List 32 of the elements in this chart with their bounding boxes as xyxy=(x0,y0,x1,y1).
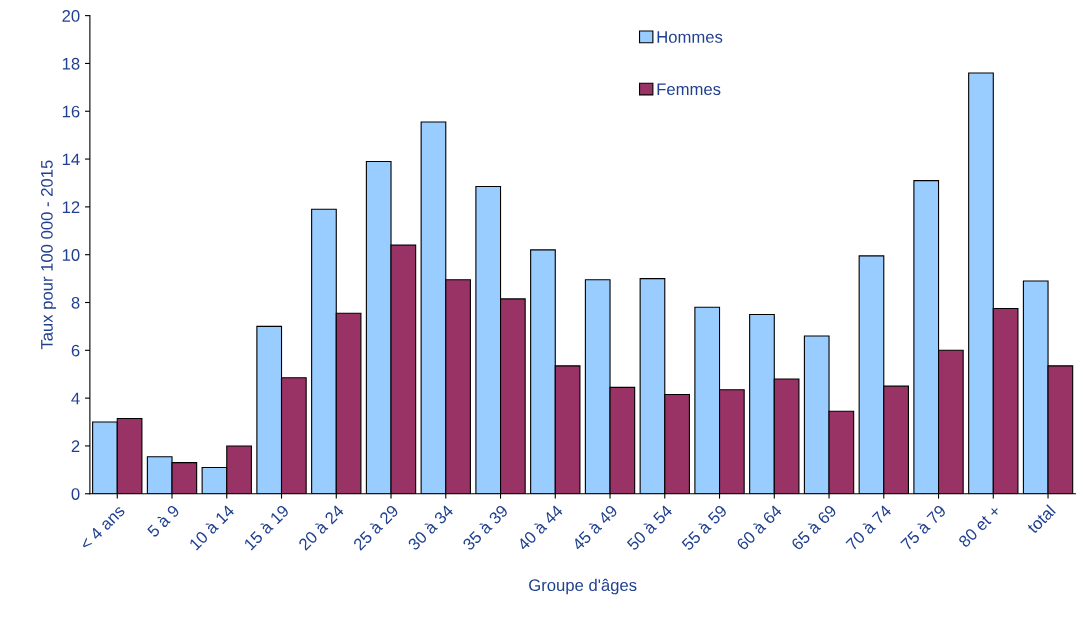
x-tick-label: 80 et + xyxy=(957,504,1002,548)
x-tick-label: 45 à 49 xyxy=(570,503,619,552)
x-tick-label: 55 à 59 xyxy=(680,503,728,551)
y-tick-label: 16 xyxy=(62,105,80,118)
y-tick-label: 10 xyxy=(62,249,80,261)
x-tick-label: 70 à 74 xyxy=(844,503,893,551)
legend-label: Femmes xyxy=(657,83,721,96)
x-tick-label: 50 à 54 xyxy=(625,503,674,551)
y-tick-label: 8 xyxy=(71,296,80,309)
x-tick-label: < 4 ans xyxy=(79,504,126,551)
x-tick-label: 10 à 14 xyxy=(188,503,236,551)
y-tick-label: 20 xyxy=(62,10,80,22)
x-tick-label: 15 à 19 xyxy=(242,503,290,551)
legend-label: Hommes xyxy=(657,31,723,43)
y-tick-label: 2 xyxy=(71,440,80,452)
y-tick-label: 18 xyxy=(62,57,80,70)
y-tick-label: 6 xyxy=(71,344,80,357)
x-tick-label: 65 à 69 xyxy=(790,503,838,551)
y-tick-label: 14 xyxy=(62,153,80,166)
y-tick-label: 4 xyxy=(71,392,80,405)
x-tick-label: 25 à 29 xyxy=(352,503,400,551)
x-tick-label: 60 à 64 xyxy=(735,503,783,551)
x-tick-label: 5 à 9 xyxy=(146,503,181,538)
x-tick-label: 35 à 39 xyxy=(461,503,509,551)
x-tick-label: 75 à 79 xyxy=(899,503,947,551)
y-tick-label: 0 xyxy=(71,488,80,500)
x-axis-title: Groupe d'âges xyxy=(529,578,637,595)
y-axis-title: Taux pour 100 000 - 2015 xyxy=(40,160,57,350)
x-tick-label: 40 à 44 xyxy=(516,503,564,552)
x-tick-label: 20 à 24 xyxy=(297,503,345,551)
y-tick-label: 12 xyxy=(62,201,80,213)
x-tick-label: 30 à 34 xyxy=(406,503,455,551)
